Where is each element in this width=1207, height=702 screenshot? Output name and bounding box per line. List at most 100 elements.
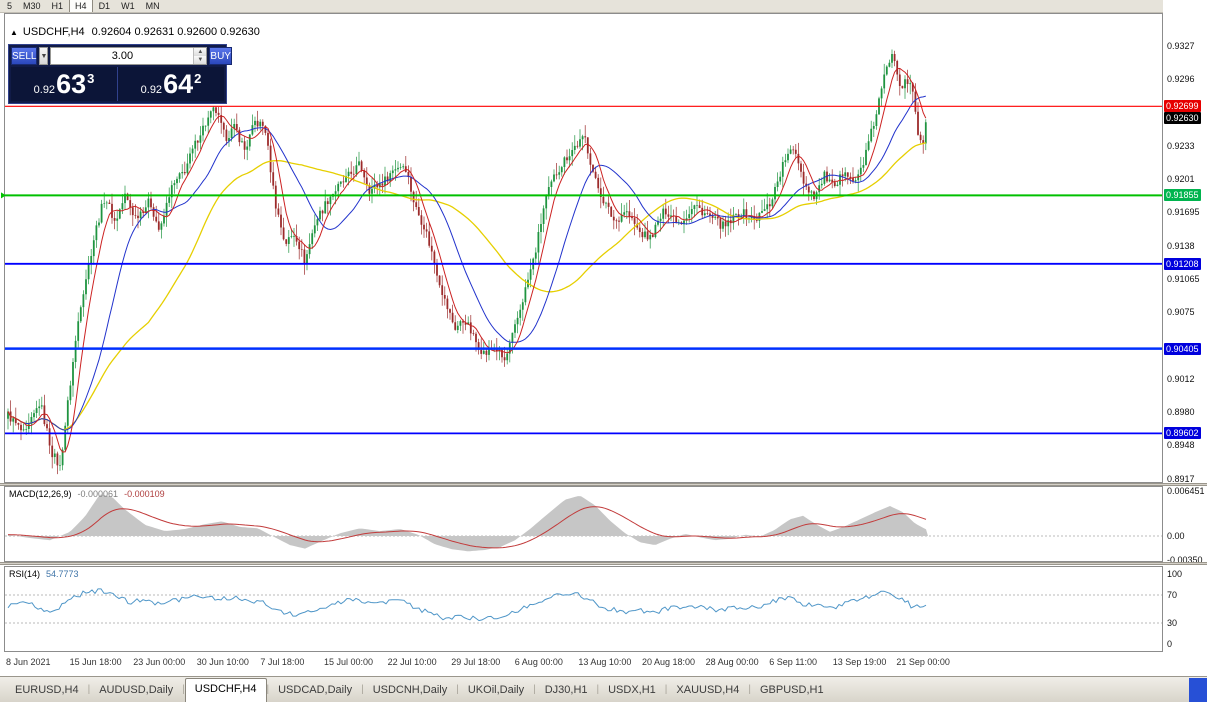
chart-tab-bar: EURUSD,H4 | AUDUSD,Daily | USDCHF,H4 | USDCAD,… [0, 676, 1207, 702]
chart-tab-UKOil-Daily[interactable]: UKOil,Daily [467, 684, 525, 696]
sell-price-big: 63 [56, 69, 87, 99]
price-tick: 0.8948 [1167, 440, 1195, 451]
corner-blue-box [1189, 678, 1207, 702]
chart-tab-USDCNH-Daily[interactable]: USDCNH,Daily [372, 684, 448, 696]
period-button-M30[interactable]: M30 [23, 1, 41, 11]
rsi-name: RSI(14) [9, 569, 41, 579]
macd-name: MACD(12,26,9) [9, 489, 72, 499]
macd-axis-zero: 0.00 [1167, 531, 1185, 541]
sell-price-prefix: 0.92 [33, 84, 56, 96]
price-tick: 0.9012 [1167, 373, 1195, 384]
price-badge: 0.90405 [1164, 342, 1201, 355]
lot-spin-down-icon[interactable]: ▼ [194, 56, 207, 64]
buy-button[interactable]: BUY [209, 47, 232, 65]
lot-size-box: ▲ ▼ [50, 47, 208, 65]
time-tick: 13 Aug 10:00 [578, 657, 632, 667]
rsi-panel-canvas[interactable] [0, 566, 1163, 652]
rsi-axis-70: 70 [1167, 590, 1178, 600]
price-tick: 0.91695 [1167, 207, 1200, 218]
time-tick: 22 Jul 10:00 [387, 657, 437, 667]
price-tick: 0.9327 [1167, 41, 1195, 51]
panel-splitter[interactable] [0, 483, 1207, 486]
chart-tab-USDX-H1[interactable]: USDX,H1 [608, 684, 656, 696]
price-tick: 0.8980 [1167, 406, 1195, 417]
macd-value-2: -0.000109 [124, 489, 165, 499]
time-tick: 8 Jun 2021 [6, 657, 51, 667]
tab-separator: | [456, 684, 459, 695]
one-click-collapse-icon[interactable]: ▲ [10, 28, 18, 37]
timeframe-toolbar: 5 M30 H1 H4 D1 W1 MN [0, 0, 1207, 13]
time-tick: 23 Jun 00:00 [133, 657, 186, 667]
rsi-value: 54.7773 [46, 569, 79, 579]
price-tick: 0.8917 [1167, 473, 1195, 484]
price-tick: 0.9138 [1167, 240, 1195, 251]
lot-spinner: ▲ ▼ [193, 48, 207, 64]
tab-separator: | [266, 684, 270, 695]
period-button-D1[interactable]: D1 [98, 1, 111, 11]
buy-price[interactable]: 0.92 64 2 [118, 67, 224, 101]
time-tick: 7 Jul 18:00 [260, 657, 305, 667]
time-tick: 30 Jun 10:00 [196, 657, 249, 667]
time-tick: 28 Aug 00:00 [705, 657, 759, 667]
tab-separator: | [664, 684, 668, 695]
price-badge: 0.89602 [1164, 427, 1201, 440]
price-badge: 0.92630 [1164, 112, 1201, 125]
tab-separator: | [748, 684, 751, 695]
macd-value-1: -0.000061 [77, 489, 119, 499]
chart-tab-AUDUSD-Daily[interactable]: AUDUSD,Daily [99, 684, 174, 696]
time-tick: 6 Aug 00:00 [514, 657, 563, 667]
price-tick: 0.91065 [1167, 273, 1200, 284]
time-tick: 15 Jul 00:00 [324, 657, 374, 667]
chart-tab-USDCAD-Daily[interactable]: USDCAD,Daily [278, 684, 353, 696]
tab-separator: | [596, 684, 600, 695]
sell-price[interactable]: 0.92 63 3 [11, 67, 118, 101]
time-tick: 29 Jul 18:00 [451, 657, 501, 667]
buy-price-sup: 2 [194, 71, 202, 86]
rsi-indicator-label: RSI(14) 54.7773 [9, 569, 79, 579]
chart-tab-XAUUSD-H4[interactable]: XAUUSD,H4 [676, 684, 740, 696]
price-scale[interactable]: 0.9327 0.9296 0.9233 0.9201 0.91695 0.9138 0.9… [1163, 0, 1207, 676]
rsi-axis-30: 30 [1167, 618, 1178, 628]
chart-title: ▲ USDCHF,H4 0.92604 0.92631 0.92600 0.9263… [10, 26, 260, 38]
time-tick: 6 Sep 11:00 [769, 657, 818, 667]
period-button-H1[interactable]: H1 [51, 1, 64, 11]
price-tick: 0.9201 [1167, 174, 1195, 185]
panel-splitter[interactable] [0, 562, 1207, 565]
sell-button[interactable]: SELL [11, 47, 38, 65]
macd-axis-min: -0.00350 [1167, 555, 1203, 566]
time-scale[interactable]: 8 Jun 2021 15 Jun 18:00 23 Jun 00:00 30 Jun… [0, 652, 1163, 676]
chevron-down-icon: ▼ [40, 52, 48, 60]
period-button-W1[interactable]: W1 [121, 1, 135, 11]
order-type-dropdown[interactable]: ▼ [39, 47, 49, 65]
chart-tab-EURUSD-H4[interactable]: EURUSD,H4 [15, 684, 79, 696]
period-button-5[interactable]: 5 [7, 1, 13, 11]
green-level-left-marker [1, 192, 6, 199]
chart-tab-GBPUSD-H1[interactable]: GBPUSD,H1 [759, 684, 824, 696]
price-tick: 0.9233 [1167, 140, 1195, 151]
chart-tab-USDCHF-H4[interactable]: USDCHF,H4 [184, 678, 267, 702]
tab-separator: | [361, 684, 364, 695]
chart-tab-DJ30-H1[interactable]: DJ30,H1 [544, 684, 588, 696]
price-badge: 0.91208 [1164, 257, 1201, 270]
buy-price-big: 64 [163, 69, 194, 99]
macd-indicator-label: MACD(12,26,9) -0.000061 -0.000109 [9, 489, 165, 499]
period-button-MN[interactable]: MN [145, 1, 160, 11]
period-button-H4[interactable]: H4 [69, 0, 93, 12]
chart-symbol-period: USDCHF,H4 [22, 26, 85, 38]
time-tick: 21 Sep 00:00 [896, 657, 950, 667]
lot-spin-up-icon[interactable]: ▲ [194, 48, 207, 56]
time-tick: 13 Sep 19:00 [832, 657, 887, 667]
price-badge: 0.91855 [1164, 189, 1201, 202]
price-tick: 0.9075 [1167, 307, 1195, 318]
rsi-axis-100: 100 [1167, 569, 1183, 579]
buy-price-prefix: 0.92 [140, 84, 163, 96]
tab-separator: | [533, 684, 536, 695]
macd-axis-max: 0.006451 [1167, 486, 1205, 496]
rsi-axis-0: 0 [1167, 639, 1173, 649]
price-badge: 0.92699 [1164, 100, 1201, 113]
tab-separator: | [87, 684, 91, 695]
macd-panel-canvas[interactable] [0, 486, 1163, 562]
price-tick: 0.9296 [1167, 74, 1195, 85]
lot-input[interactable] [51, 48, 194, 64]
